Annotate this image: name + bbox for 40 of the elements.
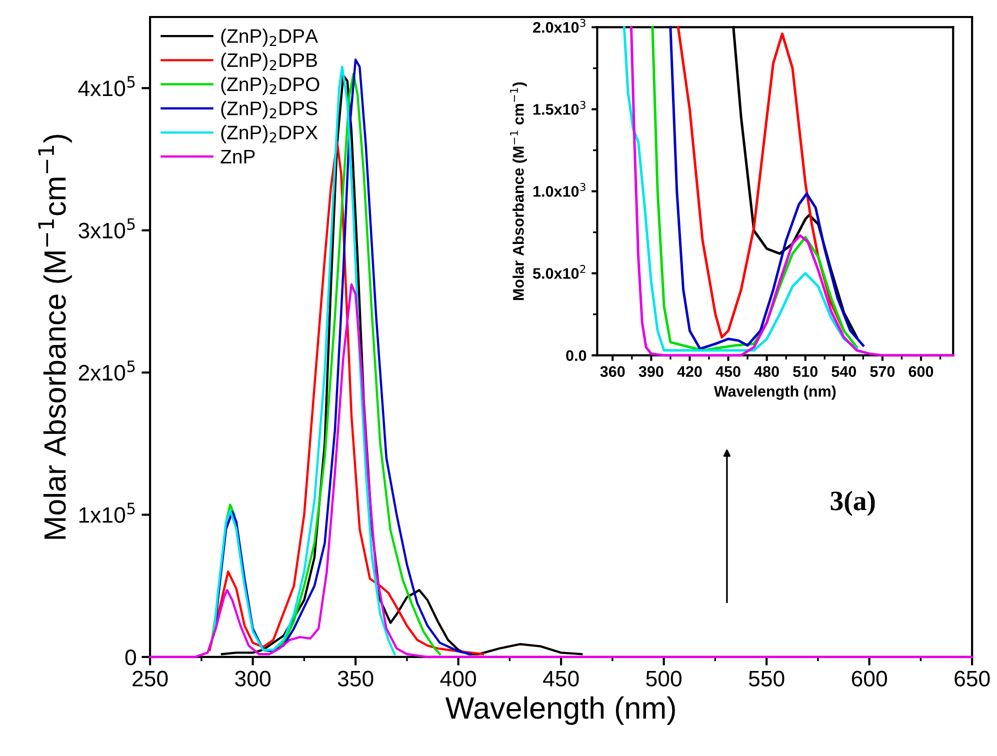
x-tick-label: 420 xyxy=(677,366,702,377)
x-tick-label: 540 xyxy=(832,366,856,377)
x-tick-label: 550 xyxy=(748,670,784,686)
y-tick-label: 5.0x10$^{2}$ xyxy=(533,264,586,279)
legend-label: (ZnP)$_{2}$DPO xyxy=(221,76,320,96)
y-tick-label: 1.0x10$^{3}$ xyxy=(534,182,586,197)
x-tick-label: 570 xyxy=(870,366,895,377)
line-series xyxy=(676,26,846,339)
x-tick-label: 600 xyxy=(908,366,934,377)
x-tick-label: 480 xyxy=(754,366,779,377)
x-tick-label: 350 xyxy=(338,670,374,686)
y-tick-label: 0 xyxy=(125,650,136,666)
legend-label: (ZnP)$_{2}$DPS xyxy=(221,101,318,120)
x-tick-label: 250 xyxy=(132,670,168,686)
y-tick-label: 1.5x10$^{3}$ xyxy=(534,100,586,115)
y-tick-label: 3x10$^{5}$ xyxy=(78,218,135,238)
x-tick-label: 450 xyxy=(716,366,740,377)
x-tick-label: 510 xyxy=(793,366,818,377)
y-tick-label: 2x10$^{5}$ xyxy=(78,360,135,381)
x-tick-label: 500 xyxy=(646,670,682,686)
x-tick-label: 390 xyxy=(638,366,664,377)
y-tick-label: 1x10$^{5}$ xyxy=(79,502,135,523)
legend-label: ZnP xyxy=(220,150,255,164)
y-axis-title: Molar Absorbance (M$^{−1}$ cm$^{−1}$) xyxy=(510,82,527,300)
x-tick-label: 360 xyxy=(600,366,625,377)
x-tick-label: 600 xyxy=(852,670,887,686)
legend-label: (ZnP)$_{2}$DPA xyxy=(221,28,318,47)
x-tick-label: 300 xyxy=(235,670,270,686)
legend-label: (ZnP)$_{2}$DPB xyxy=(221,52,317,71)
y-tick-label: 2.0x10$^{3}$ xyxy=(533,18,586,33)
x-tick-label: 650 xyxy=(954,670,990,686)
y-axis-title: Molar Absorbance (M$^{−1}$cm$^{−1}$) xyxy=(38,134,72,539)
x-axis-title: Wavelength (nm) xyxy=(445,696,675,725)
legend-label: (ZnP)$_{2}$DPX xyxy=(221,125,318,144)
x-axis-title: Wavelength (nm) xyxy=(714,386,836,400)
annotation: 3(a) xyxy=(830,490,875,516)
y-tick-label: 0.0 xyxy=(566,350,586,362)
y-tick-label: 4x10$^{5}$ xyxy=(78,76,135,96)
x-tick-label: 450 xyxy=(543,670,579,686)
x-tick-label: 400 xyxy=(440,670,476,686)
